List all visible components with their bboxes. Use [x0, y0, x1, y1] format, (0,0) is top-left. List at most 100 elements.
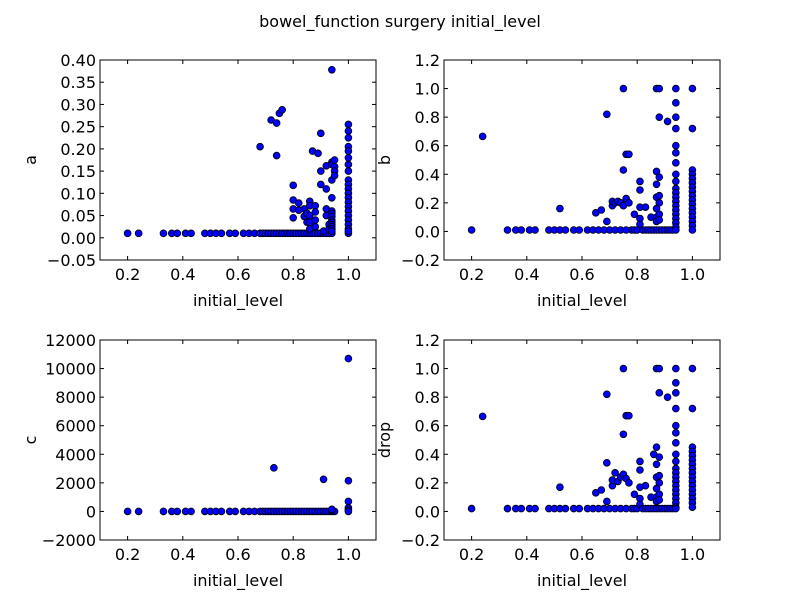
scatter-point — [603, 390, 611, 399]
y-tick-label: 0.20 — [60, 140, 96, 159]
x-tick-label: 0.8 — [280, 545, 305, 564]
scatter-point — [672, 141, 680, 150]
scatter-point — [316, 180, 325, 189]
y-tick-label: 0.2 — [415, 194, 440, 213]
scatter-point — [688, 124, 697, 133]
scatter-point — [672, 504, 680, 513]
y-tick-label: 0.10 — [60, 184, 96, 203]
scatter-point — [636, 177, 644, 186]
scatter-point — [672, 439, 680, 447]
scatter-point — [134, 229, 143, 238]
scatter-point — [328, 65, 336, 74]
y-tick-label: 4000 — [55, 445, 96, 464]
subplot-a: 0.2 0.4 0.6 0.8 1.0 −0.05 0.00 0.05 0.10 0.15 0.20… — [21, 51, 377, 311]
y-tick-label: −0.2 — [401, 531, 440, 550]
scatter-point — [316, 129, 325, 138]
x-tick-label: 0.4 — [514, 545, 539, 564]
scatter-point — [619, 84, 628, 93]
scatter-point — [672, 457, 680, 466]
scatter-point — [652, 443, 661, 451]
scatter-point — [655, 113, 664, 121]
y-axis-label: a — [21, 155, 40, 165]
scatter-point — [655, 471, 664, 480]
scatter-point — [688, 503, 697, 511]
scatter-point — [217, 229, 226, 238]
y-tick-label: 0.8 — [415, 388, 440, 407]
scatter-point — [688, 404, 697, 413]
scatter-point — [672, 177, 680, 186]
scatter-point — [641, 203, 650, 211]
y-tick-label: 0.00 — [60, 229, 96, 248]
y-tick-label: 0.4 — [415, 445, 440, 464]
y-tick-label: 1.0 — [415, 360, 440, 379]
scatter-point — [672, 226, 680, 234]
points-a — [123, 65, 353, 238]
y-tick-label: 0.25 — [60, 118, 96, 137]
y-tick-label: 0.8 — [415, 108, 440, 127]
y-tick-label: 0.6 — [415, 137, 440, 156]
y-axis-label: drop — [375, 422, 394, 458]
y-tick-label: 1.2 — [415, 51, 440, 70]
y-tick-label: 0.0 — [415, 502, 440, 521]
scatter-point — [672, 429, 680, 437]
scatter-point — [314, 149, 322, 158]
scatter-point — [467, 226, 476, 234]
scatter-point — [652, 180, 661, 189]
scatter-point — [328, 505, 336, 514]
scatter-point — [630, 490, 639, 499]
scatter-point — [636, 466, 644, 474]
scatter-point — [603, 110, 611, 119]
y-tick-label: 0.2 — [415, 474, 440, 493]
scatter-point — [344, 507, 353, 516]
scatter-point — [672, 124, 680, 133]
scatter-point — [173, 229, 182, 238]
scatter-point — [672, 379, 680, 387]
scatter-point — [311, 222, 320, 231]
x-tick-label: 0.2 — [115, 265, 140, 284]
scatter-point — [561, 504, 570, 513]
scatter-point — [619, 364, 628, 373]
scatter-point — [672, 159, 680, 167]
scatter-point — [159, 229, 168, 238]
scatter-point — [344, 227, 353, 235]
scatter-point — [311, 201, 320, 210]
scatter-point — [316, 167, 325, 175]
scatter-point — [672, 364, 680, 373]
scatter-point — [134, 507, 143, 516]
scatter-point — [467, 504, 476, 513]
scatter-point — [655, 216, 664, 224]
points-drop — [467, 364, 697, 513]
y-tick-label: 12000 — [45, 331, 96, 350]
y-tick-label: 6000 — [55, 417, 96, 436]
x-tick-label: 1.0 — [336, 265, 361, 284]
scatter-point — [217, 507, 226, 516]
x-axis-label: initial_level — [537, 291, 627, 311]
scatter-point — [597, 486, 606, 494]
scatter-point — [272, 119, 281, 127]
scatter-point — [636, 186, 644, 194]
scatter-point — [655, 453, 664, 461]
y-tick-label: 0.30 — [60, 95, 96, 114]
x-tick-label: 0.2 — [115, 545, 140, 564]
scatter-point — [655, 389, 664, 397]
subplot-b: 0.2 0.4 0.6 0.8 1.0 −0.2 0.0 0.2 0.4 0.6 0.8 1.0 1.2… — [375, 51, 721, 311]
scatter-point — [672, 450, 680, 459]
y-tick-label: 8000 — [55, 388, 96, 407]
subplot-drop: 0.2 0.4 0.6 0.8 1.0 −0.2 0.0 0.2 0.4 0.6 0.8 1.0 1.2… — [375, 331, 721, 591]
scatter-point — [625, 150, 633, 159]
y-tick-label: 0.4 — [415, 165, 440, 184]
scatter-point — [641, 481, 650, 490]
scatter-point — [655, 496, 664, 504]
scatter-point — [655, 173, 664, 181]
scatter-point — [344, 127, 353, 135]
scatter-point — [123, 507, 132, 516]
x-tick-label: 0.8 — [624, 265, 649, 284]
points-b — [467, 84, 697, 234]
scatter-point — [663, 117, 672, 126]
x-axis-label: initial_level — [193, 291, 283, 311]
x-axis-label: initial_level — [537, 571, 627, 591]
scatter-point — [672, 170, 680, 179]
scatter-point — [330, 171, 339, 180]
